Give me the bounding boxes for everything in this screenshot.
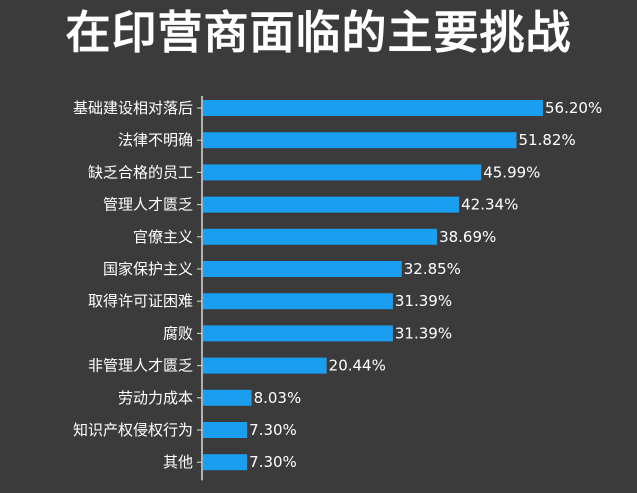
bar	[203, 454, 248, 471]
category-label: 缺乏合格的员工	[88, 163, 193, 181]
value-label: 8.03%	[254, 389, 302, 407]
category-label: 国家保护主义	[103, 260, 193, 278]
value-label: 38.69%	[439, 228, 496, 246]
bar	[203, 261, 402, 277]
value-label: 42.34%	[461, 196, 518, 214]
bar	[203, 228, 438, 245]
value-label: 31.39%	[395, 292, 452, 310]
category-label: 知识产权侵权行为	[73, 421, 193, 439]
category-label: 其他	[163, 453, 193, 471]
bar	[203, 196, 460, 213]
chart-title: 在印营商面临的主要挑战	[65, 6, 572, 59]
category-label: 劳动力成本	[118, 389, 193, 407]
category-label: 取得许可证困难	[88, 292, 193, 310]
value-label: 51.82%	[519, 131, 576, 149]
bar	[203, 132, 517, 149]
category-label: 官僚主义	[133, 228, 193, 246]
bar	[203, 357, 327, 374]
bar	[203, 164, 482, 181]
bar	[203, 100, 543, 116]
bar	[203, 389, 252, 406]
bar	[203, 422, 248, 438]
value-label: 20.44%	[329, 357, 386, 375]
bar	[203, 293, 393, 310]
value-label: 31.39%	[395, 324, 452, 342]
value-label: 7.30%	[249, 421, 297, 439]
category-label: 基础建设相对落后	[73, 99, 193, 117]
value-label: 7.30%	[249, 453, 297, 471]
bar	[203, 325, 393, 342]
value-label: 56.20%	[545, 99, 602, 117]
value-label: 45.99%	[483, 163, 540, 181]
category-label: 腐败	[163, 324, 193, 342]
category-label: 管理人才匮乏	[103, 196, 193, 214]
value-label: 32.85%	[404, 260, 461, 278]
category-label: 法律不明确	[118, 131, 193, 149]
category-label: 非管理人才匮乏	[88, 357, 193, 375]
